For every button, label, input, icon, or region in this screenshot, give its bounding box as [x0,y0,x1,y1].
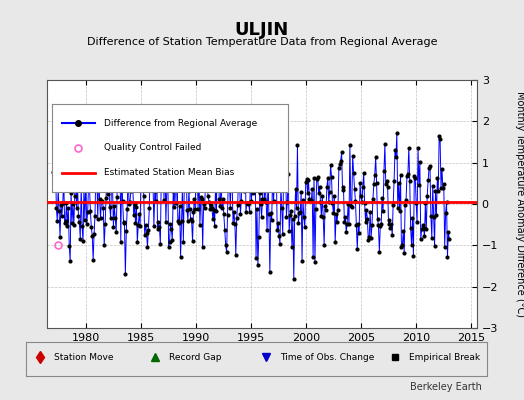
Text: Berkeley Earth: Berkeley Earth [410,382,482,392]
Text: Station Move: Station Move [54,353,113,362]
Y-axis label: Monthly Temperature Anomaly Difference (°C): Monthly Temperature Anomaly Difference (… [515,91,524,317]
Text: Difference from Regional Average: Difference from Regional Average [104,119,257,128]
Text: Estimated Station Mean Bias: Estimated Station Mean Bias [104,168,235,177]
Text: Quality Control Failed: Quality Control Failed [104,144,202,152]
Text: ULJIN: ULJIN [235,21,289,39]
Text: Time of Obs. Change: Time of Obs. Change [280,353,374,362]
Text: Record Gap: Record Gap [169,353,222,362]
Text: Empirical Break: Empirical Break [409,353,480,362]
Text: Difference of Station Temperature Data from Regional Average: Difference of Station Temperature Data f… [87,37,437,47]
